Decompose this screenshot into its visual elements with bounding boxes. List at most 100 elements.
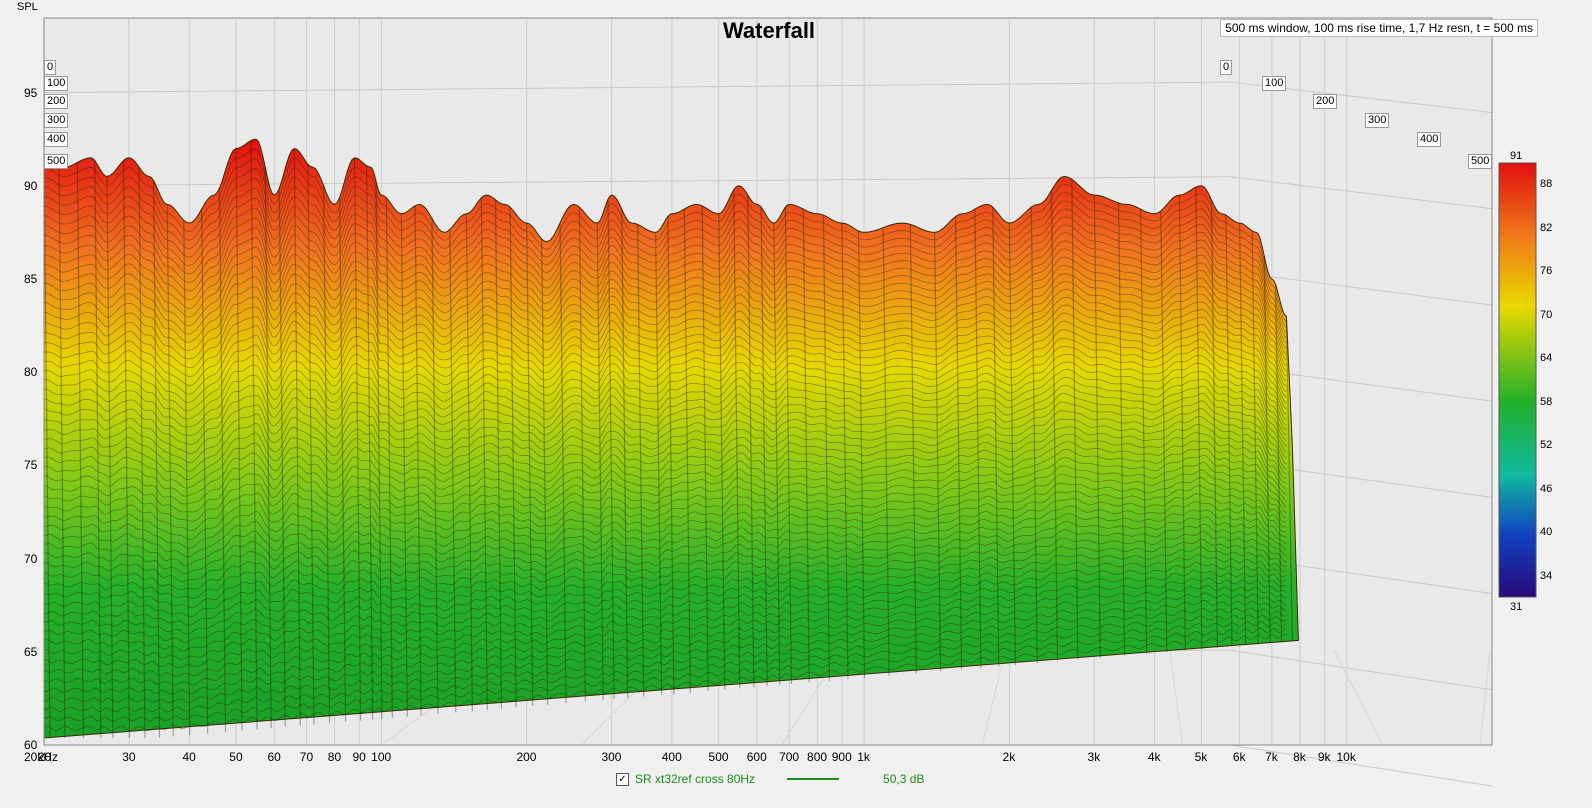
- x-tick-label: 70: [299, 750, 314, 764]
- x-tick-label: 100: [371, 750, 392, 764]
- x-tick-label: 8k: [1293, 750, 1306, 764]
- color-scale-tick: 40: [1540, 526, 1553, 538]
- x-tick-label: 700: [779, 750, 800, 764]
- decay-slice-line: [43, 469, 1287, 540]
- ridge-line: [1263, 255, 1271, 644]
- floor-line: [981, 649, 1006, 746]
- ridge-line: [784, 207, 792, 684]
- time-tick-label-left: 100: [44, 76, 69, 91]
- ridge-line: [166, 204, 174, 737]
- decay-slice-line: [43, 592, 1287, 677]
- ridge-line: [909, 224, 917, 674]
- ridge-line: [822, 215, 831, 681]
- decay-slice-line: [43, 236, 1287, 371]
- ridge-line: [465, 213, 473, 712]
- ridge-line: [414, 205, 422, 716]
- ridge-line: [76, 162, 84, 739]
- decay-slice-line: [43, 384, 1287, 459]
- color-scale-bar: [1498, 162, 1537, 598]
- y-axis-title: SPL: [17, 1, 38, 13]
- time-tick-label-right: 500: [1468, 154, 1493, 169]
- decay-slice-line: [43, 493, 1287, 566]
- x-tick-label: 400: [661, 750, 682, 764]
- decay-slice-line: [43, 393, 1287, 464]
- ridge-line: [667, 216, 675, 694]
- time-tick-label-right: 100: [1262, 76, 1287, 91]
- y-tick-label: 80: [24, 365, 38, 380]
- decay-slice-line: [43, 178, 1287, 339]
- y-tick-label: 85: [24, 271, 38, 286]
- decay-slice-line: [43, 315, 1287, 415]
- decay-slice-line: [43, 577, 1287, 660]
- y-gridline-side: [1229, 176, 1493, 210]
- ridge-line: [1030, 207, 1038, 664]
- ridge-line: [802, 209, 810, 683]
- ridge-line: [1008, 223, 1016, 665]
- time-tick-label-left: 200: [44, 94, 69, 109]
- ridge-line: [431, 218, 439, 715]
- ridge-line: [1160, 210, 1168, 653]
- ridge-line: [578, 207, 586, 702]
- x-tick-label: 200: [516, 750, 537, 764]
- x-tick-label: 9k: [1317, 750, 1331, 764]
- ridge-line: [509, 207, 517, 708]
- x-tick-label: 800: [807, 750, 828, 764]
- ridge-line: [480, 197, 488, 710]
- decay-slice-line: [44, 256, 1287, 382]
- series-visibility-checkbox[interactable]: ✓: [616, 772, 629, 786]
- ridge-line: [607, 199, 615, 700]
- decay-slice-line: [43, 516, 1287, 590]
- x-tick-label: 2k: [1002, 750, 1016, 764]
- ridge-line: [933, 232, 942, 672]
- ridge-line: [701, 205, 709, 692]
- x-tick-label: 40: [182, 750, 196, 764]
- y-tick-label: 75: [24, 458, 38, 473]
- ridge-line: [385, 197, 393, 718]
- decay-slice-line: [43, 562, 1287, 643]
- ridge-line: [58, 165, 66, 739]
- plot-border: [43, 17, 1493, 746]
- x-tick-label: 30: [122, 750, 136, 764]
- ridge-line: [596, 223, 604, 700]
- decay-slice-line: [43, 197, 1287, 350]
- y-tick-label: 70: [24, 551, 38, 566]
- x-tick-label: 90: [352, 750, 366, 764]
- ridge-line: [1093, 195, 1101, 658]
- ridge-line: [1251, 230, 1259, 645]
- decay-slice-line: [43, 325, 1287, 420]
- waterfall-surface: [43, 138, 1299, 739]
- ridge-line: [733, 189, 741, 689]
- decay-slice-line: [43, 376, 1287, 453]
- ridge-line: [307, 164, 315, 725]
- plot-frame: [43, 17, 1493, 746]
- ridge-line: [338, 197, 347, 722]
- floor-line: [1169, 649, 1184, 746]
- y-tick-label: 65: [24, 644, 38, 659]
- ridge-line: [1050, 190, 1059, 662]
- decay-slice-line: [43, 538, 1287, 617]
- ridge-line: [718, 213, 726, 690]
- time-tick-label-right: 400: [1417, 132, 1442, 147]
- decay-slice-line: [43, 408, 1287, 474]
- ridge-line: [1117, 203, 1126, 656]
- ridge-line: [760, 207, 768, 687]
- ridge-line: [375, 181, 383, 719]
- ridge-line: [183, 220, 191, 736]
- decay-slice-line: [43, 424, 1287, 489]
- decay-slice-line: [43, 286, 1287, 398]
- series-name: SR xt32ref cross 80Hz: [635, 772, 756, 786]
- time-tick-label-right: 200: [1313, 94, 1338, 109]
- y-gridline: [43, 81, 1231, 94]
- y-tick-label: 95: [24, 85, 38, 100]
- decay-slice-line: [43, 585, 1287, 669]
- ridge-line: [366, 165, 374, 720]
- time-tick-label-right: 0: [1220, 60, 1233, 75]
- series-line-swatch: [787, 778, 840, 780]
- decay-slice-line: [43, 344, 1287, 430]
- y-tick-label: 90: [24, 178, 38, 193]
- decay-slice-line: [43, 296, 1287, 404]
- ridge-line: [1274, 284, 1283, 643]
- color-scale-tick: 34: [1540, 569, 1553, 582]
- decay-slice-line: [43, 485, 1287, 558]
